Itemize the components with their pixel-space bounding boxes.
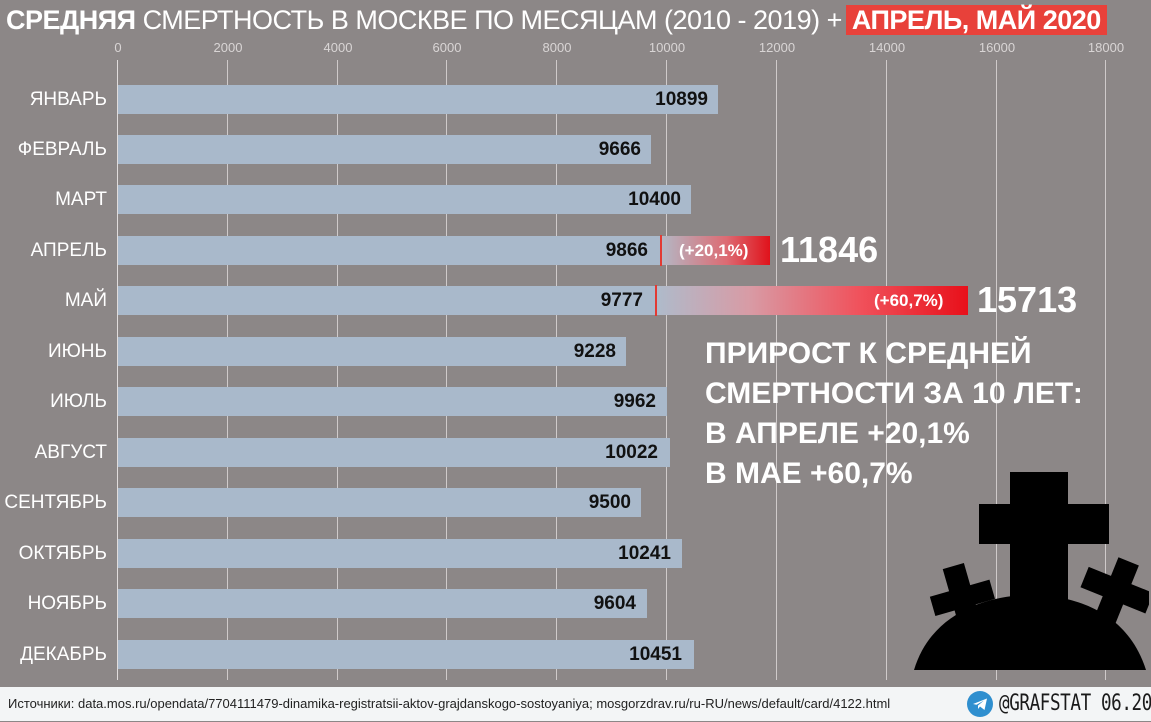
bar-value: 9777	[600, 290, 643, 311]
bar-value: 9500	[588, 492, 631, 513]
x-tick: 14000	[868, 40, 906, 55]
gridline	[556, 60, 557, 680]
note-line: ПРИРОСТ К СРЕДНЕЙ	[705, 337, 1032, 370]
x-tick: 10000	[648, 40, 686, 55]
bar-may	[118, 286, 656, 315]
may-2020-total: 15713	[977, 279, 1078, 320]
graveyard-crosses-icon	[914, 472, 1149, 670]
bar-value: 9228	[573, 341, 616, 362]
bar-september	[118, 488, 641, 517]
x-tick: 2000	[213, 40, 243, 55]
x-tick: 0	[114, 40, 122, 55]
bar-march	[118, 185, 691, 214]
month-label: ФЕВРАЛЬ	[17, 139, 107, 160]
bar-february	[118, 135, 651, 164]
gridline	[776, 60, 777, 680]
bar-june	[118, 337, 626, 366]
bar-july	[118, 387, 667, 416]
bar-value: 9666	[598, 139, 641, 160]
footer: Источники: data.mos.ru/opendata/77041114…	[0, 687, 1151, 721]
bar-value: 10022	[605, 442, 658, 463]
month-label: ОКТЯБРЬ	[18, 543, 107, 564]
chart-title: СРЕДНЯЯ СМЕРТНОСТЬ В МОСКВЕ ПО МЕСЯЦАМ (…	[6, 2, 1107, 38]
month-label: ЯНВАРЬ	[29, 89, 107, 110]
telegram-icon[interactable]	[967, 691, 993, 717]
month-label: АПРЕЛЬ	[30, 240, 107, 261]
april-increase-percent: (+20,1%)	[679, 241, 749, 260]
x-tick: 12000	[758, 40, 796, 55]
x-tick: 4000	[323, 40, 353, 55]
bar-value: 9604	[593, 593, 636, 614]
increase-summary-note: ПРИРОСТ К СРЕДНЕЙ СМЕРТНОСТИ ЗА 10 ЛЕТ: …	[705, 334, 1083, 494]
gridline	[227, 60, 228, 680]
month-label: МАРТ	[55, 189, 107, 210]
note-line: СМЕРТНОСТИ ЗА 10 ЛЕТ:	[705, 377, 1083, 410]
gridline	[886, 60, 887, 680]
bar-october	[118, 539, 682, 568]
bar-april	[118, 236, 661, 265]
gridline	[446, 60, 447, 680]
sources-text: Источники: data.mos.ru/opendata/77041114…	[8, 696, 891, 711]
title-regular: СМЕРТНОСТЬ В МОСКВЕ ПО МЕСЯЦАМ (2010 - 2…	[135, 5, 843, 35]
april-2020-total: 11846	[780, 229, 879, 270]
month-label: НОЯБРЬ	[27, 593, 107, 614]
x-tick: 18000	[1087, 40, 1125, 55]
x-tick: 6000	[432, 40, 462, 55]
bar-november	[118, 589, 647, 618]
gridline	[996, 60, 997, 680]
bar-may-2020-increase	[656, 286, 968, 315]
baseline-marker	[655, 285, 657, 316]
month-label: ИЮЛЬ	[50, 391, 107, 412]
bar-value: 9962	[613, 391, 656, 412]
month-label: МАЙ	[64, 290, 107, 311]
bar-january	[118, 85, 718, 114]
baseline-marker	[660, 235, 662, 266]
gridline	[337, 60, 338, 680]
title-bold: СРЕДНЯЯ	[6, 5, 136, 35]
month-label: ДЕКАБРЬ	[20, 644, 107, 665]
bar-december	[118, 640, 694, 669]
month-label: СЕНТЯБРЬ	[4, 492, 107, 513]
brand-label: @GRAFSTAT 06.2020	[999, 691, 1151, 716]
gridline	[1105, 60, 1106, 680]
note-line: В МАЕ +60,7%	[705, 457, 913, 490]
bar-value: 10451	[629, 644, 682, 665]
x-tick: 16000	[978, 40, 1016, 55]
month-label: ИЮНЬ	[47, 341, 107, 362]
note-line: В АПРЕЛЕ +20,1%	[705, 417, 970, 450]
bar-value: 9866	[605, 240, 648, 261]
title-highlight: АПРЕЛЬ, МАЙ 2020	[845, 5, 1107, 35]
may-increase-percent: (+60,7%)	[874, 291, 944, 310]
bar-value: 10400	[628, 189, 681, 210]
bar-august	[118, 438, 670, 467]
gridline	[117, 60, 118, 680]
gridline	[666, 60, 667, 680]
x-tick: 8000	[542, 40, 572, 55]
bar-april-2020-increase	[661, 236, 770, 265]
bar-value: 10899	[655, 89, 708, 110]
bar-value: 10241	[618, 543, 671, 564]
month-label: АВГУСТ	[34, 442, 107, 463]
